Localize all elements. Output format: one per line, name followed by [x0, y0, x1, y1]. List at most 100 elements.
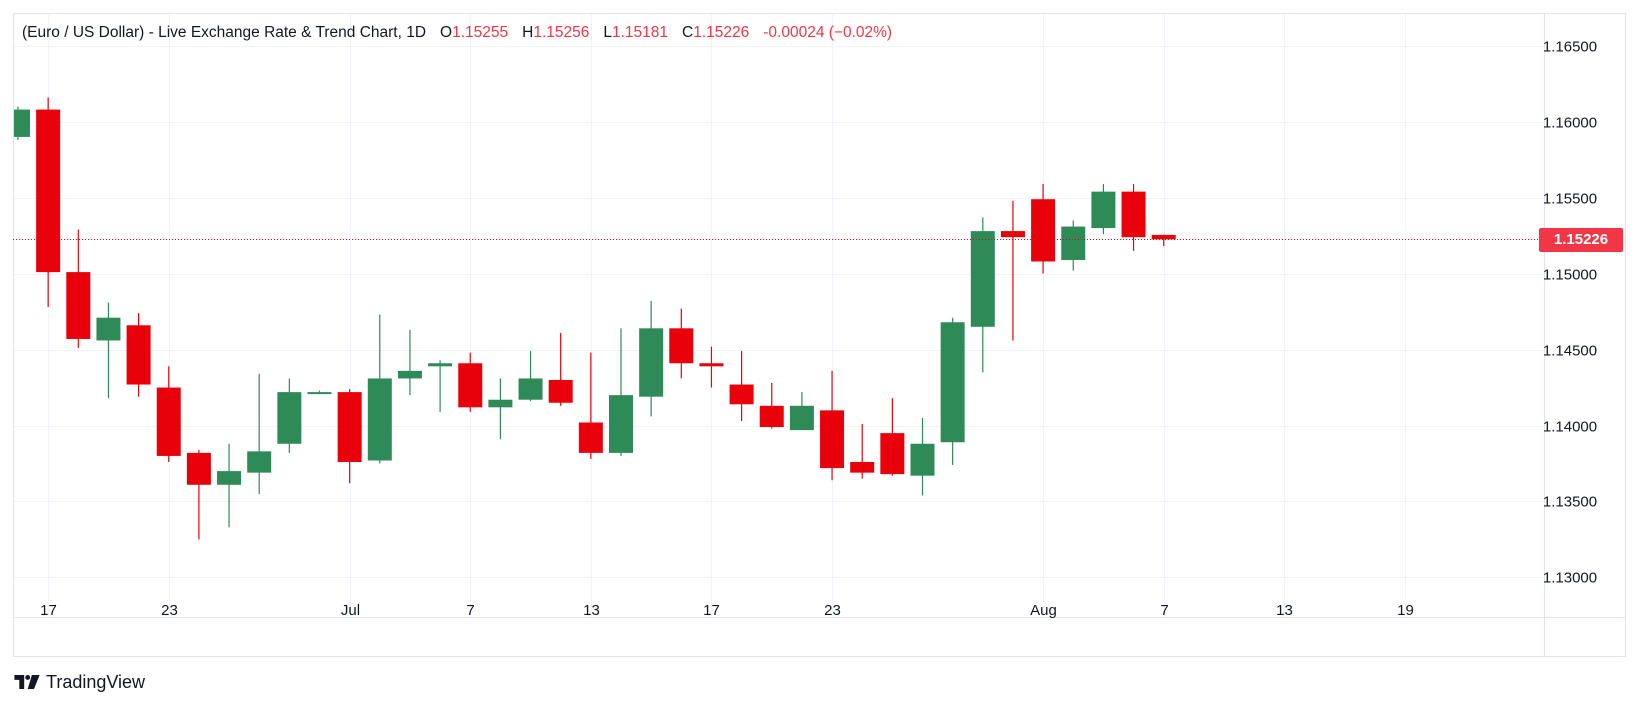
candle — [518, 351, 543, 402]
time-axis[interactable]: 17 23 Jul 7 13 17 23 Aug 7 13 19 — [40, 602, 1414, 619]
candle — [397, 329, 422, 396]
candle-body — [609, 395, 633, 453]
chart-legend: (Euro / US Dollar) - Live Exchange Rate … — [22, 24, 892, 42]
candle — [126, 313, 151, 397]
x-tick-label: 7 — [1160, 602, 1168, 619]
candle-body — [428, 363, 453, 367]
candles — [14, 97, 1176, 540]
candle-body — [850, 461, 875, 473]
candle — [729, 351, 754, 421]
x-tick-label: Jul — [341, 602, 360, 619]
candle — [820, 370, 845, 481]
close-key: C — [682, 24, 694, 41]
x-tick-label: 7 — [466, 602, 474, 619]
candle — [669, 308, 694, 379]
tradingview-logo-icon — [14, 675, 40, 689]
candle — [307, 390, 332, 395]
x-tick-label: 17 — [40, 602, 57, 619]
candle-body — [488, 399, 513, 408]
x-tick-label: Aug — [1030, 602, 1057, 619]
candle-body — [14, 109, 30, 137]
candle-body — [759, 405, 784, 428]
candle-body — [96, 317, 121, 341]
candle-body — [1091, 191, 1116, 229]
candle — [1091, 184, 1116, 235]
candle — [1151, 234, 1176, 247]
candle — [940, 317, 965, 466]
candle-body — [458, 363, 483, 408]
candle-body — [1061, 226, 1086, 260]
candle-body — [880, 433, 905, 475]
x-tick-label: 23 — [824, 602, 841, 619]
x-tick-label: 13 — [583, 602, 600, 619]
candle-body — [789, 405, 814, 431]
y-tick-label: 1.14500 — [1543, 343, 1597, 360]
candle — [66, 229, 91, 349]
candle-body — [66, 272, 91, 339]
candle — [488, 378, 513, 440]
last-price-badge: 1.15226 — [1539, 227, 1623, 252]
candle-body — [729, 384, 754, 405]
candle — [186, 449, 211, 540]
candle-body — [1121, 191, 1146, 238]
low-key: L — [603, 24, 612, 41]
y-tick-label: 1.16000 — [1543, 115, 1597, 132]
x-tick-label: 13 — [1276, 602, 1293, 619]
y-tick-label: 1.13000 — [1543, 570, 1597, 587]
candle — [1121, 184, 1146, 251]
candle — [277, 378, 302, 453]
candle-body — [669, 328, 694, 364]
candle-body — [970, 231, 995, 327]
candle — [156, 366, 181, 462]
open-key: O — [440, 24, 453, 41]
candle-body — [36, 109, 61, 273]
candle — [36, 97, 61, 308]
candle — [850, 424, 875, 479]
brand-name: TradingView — [46, 671, 146, 692]
x-tick-label: 19 — [1397, 602, 1414, 619]
candle — [247, 373, 272, 494]
candle-body — [156, 387, 181, 456]
candle — [14, 106, 30, 140]
candle-body — [126, 325, 151, 385]
chart-grid — [13, 13, 1544, 617]
price-axis[interactable]: 1.16500 1.16000 1.15500 1.15000 1.14500 1.140… — [1543, 39, 1597, 587]
candle — [1000, 200, 1025, 341]
candle-body — [186, 452, 211, 485]
y-tick-label: 1.13500 — [1543, 494, 1597, 511]
candle-body — [1031, 199, 1056, 262]
candle — [789, 392, 814, 431]
y-tick-label: 1.16500 — [1543, 39, 1597, 56]
candle-body — [277, 392, 302, 444]
high-value: 1.15256 — [533, 24, 590, 41]
y-tick-label: 1.15000 — [1543, 267, 1597, 284]
candle — [880, 398, 905, 476]
candle-body — [639, 328, 664, 397]
y-tick-label: 1.15500 — [1543, 191, 1597, 208]
candle — [458, 352, 483, 412]
open-value: 1.15255 — [452, 24, 509, 41]
symbol-title: (Euro / US Dollar) - Live Exchange Rate … — [22, 24, 427, 41]
low-value: 1.15181 — [611, 24, 669, 41]
candle — [639, 300, 664, 417]
y-tick-label: 1.14000 — [1543, 419, 1597, 436]
candle-body — [337, 392, 362, 462]
candle-body — [518, 378, 543, 400]
candle — [1031, 184, 1056, 274]
candle — [428, 360, 453, 412]
candle-body — [910, 443, 935, 476]
x-tick-label: 17 — [703, 602, 720, 619]
candle-body — [940, 322, 965, 443]
candle — [1061, 220, 1086, 271]
candle-body — [247, 451, 272, 473]
candle — [759, 383, 784, 429]
candle — [367, 314, 392, 464]
tradingview-brand[interactable]: TradingView — [14, 670, 145, 694]
candle-body — [820, 410, 845, 469]
candle — [578, 352, 603, 459]
candle — [217, 443, 242, 528]
change-value: -0.00024 (−0.02%) — [763, 24, 893, 41]
x-tick-label: 23 — [161, 602, 178, 619]
candle-body — [217, 471, 242, 485]
